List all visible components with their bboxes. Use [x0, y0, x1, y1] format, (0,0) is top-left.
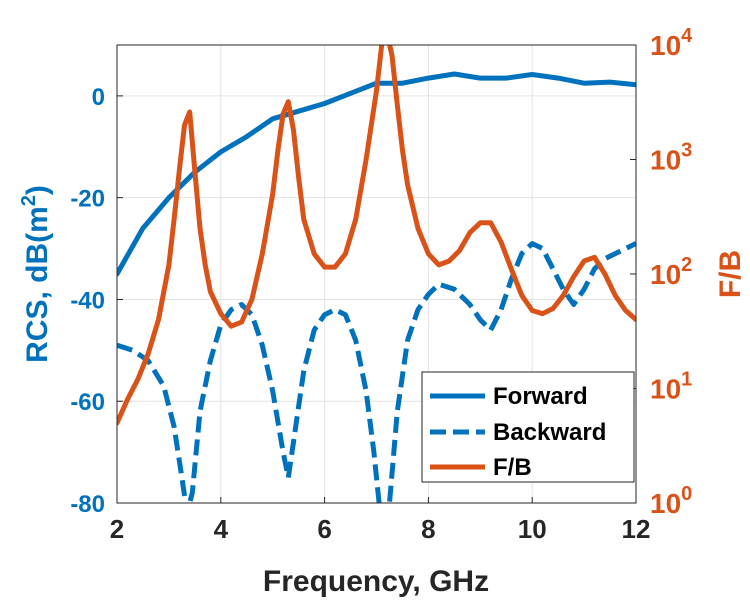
series-line-backward — [117, 241, 636, 503]
x-tick-label: 12 — [622, 514, 651, 544]
y-right-tick-label: 102 — [650, 254, 692, 290]
x-tick-label: 8 — [421, 514, 435, 544]
y-left-tick-label: -20 — [70, 186, 105, 213]
y-axis-label-left-text: RCS, dB(m — [21, 206, 54, 363]
x-tick-label: 2 — [110, 514, 124, 544]
y-right-tick-label: 100 — [650, 483, 692, 519]
y-axis-label-left: RCS, dB(m2) — [18, 185, 54, 363]
y-left-tick-label: -40 — [70, 287, 105, 314]
legend-label-fb: F/B — [493, 454, 532, 481]
y-right-tick-label: 101 — [650, 369, 692, 405]
y-axis-label-left-close: ) — [21, 185, 54, 195]
x-tick-label: 10 — [518, 514, 547, 544]
legend-label-backward: Backward — [493, 419, 606, 446]
y-left-tick-label: 0 — [92, 84, 105, 111]
series-layer — [117, 45, 636, 503]
x-tick-label: 4 — [214, 514, 229, 544]
y-left-tick-label: -80 — [70, 491, 105, 518]
x-tick-label: 6 — [317, 514, 331, 544]
y-left-tick-label: -60 — [70, 389, 105, 416]
axes: 2 4 6 8 10 12 0 -20 -40 -60 -80 100 101 102 103 104 — [70, 25, 693, 544]
y-right-tick-label: 103 — [650, 140, 692, 176]
series-line-f-b — [117, 45, 636, 426]
y-axis-label-right: F/B — [714, 250, 747, 298]
legend-label-forward: Forward — [493, 383, 588, 410]
y-right-tick-label: 104 — [650, 25, 693, 61]
legend-box — [421, 371, 635, 483]
y-axis-label-left-sup: 2 — [18, 195, 40, 206]
legend: Forward Backward F/B — [421, 371, 635, 483]
x-axis-label: Frequency, GHz — [263, 565, 489, 598]
